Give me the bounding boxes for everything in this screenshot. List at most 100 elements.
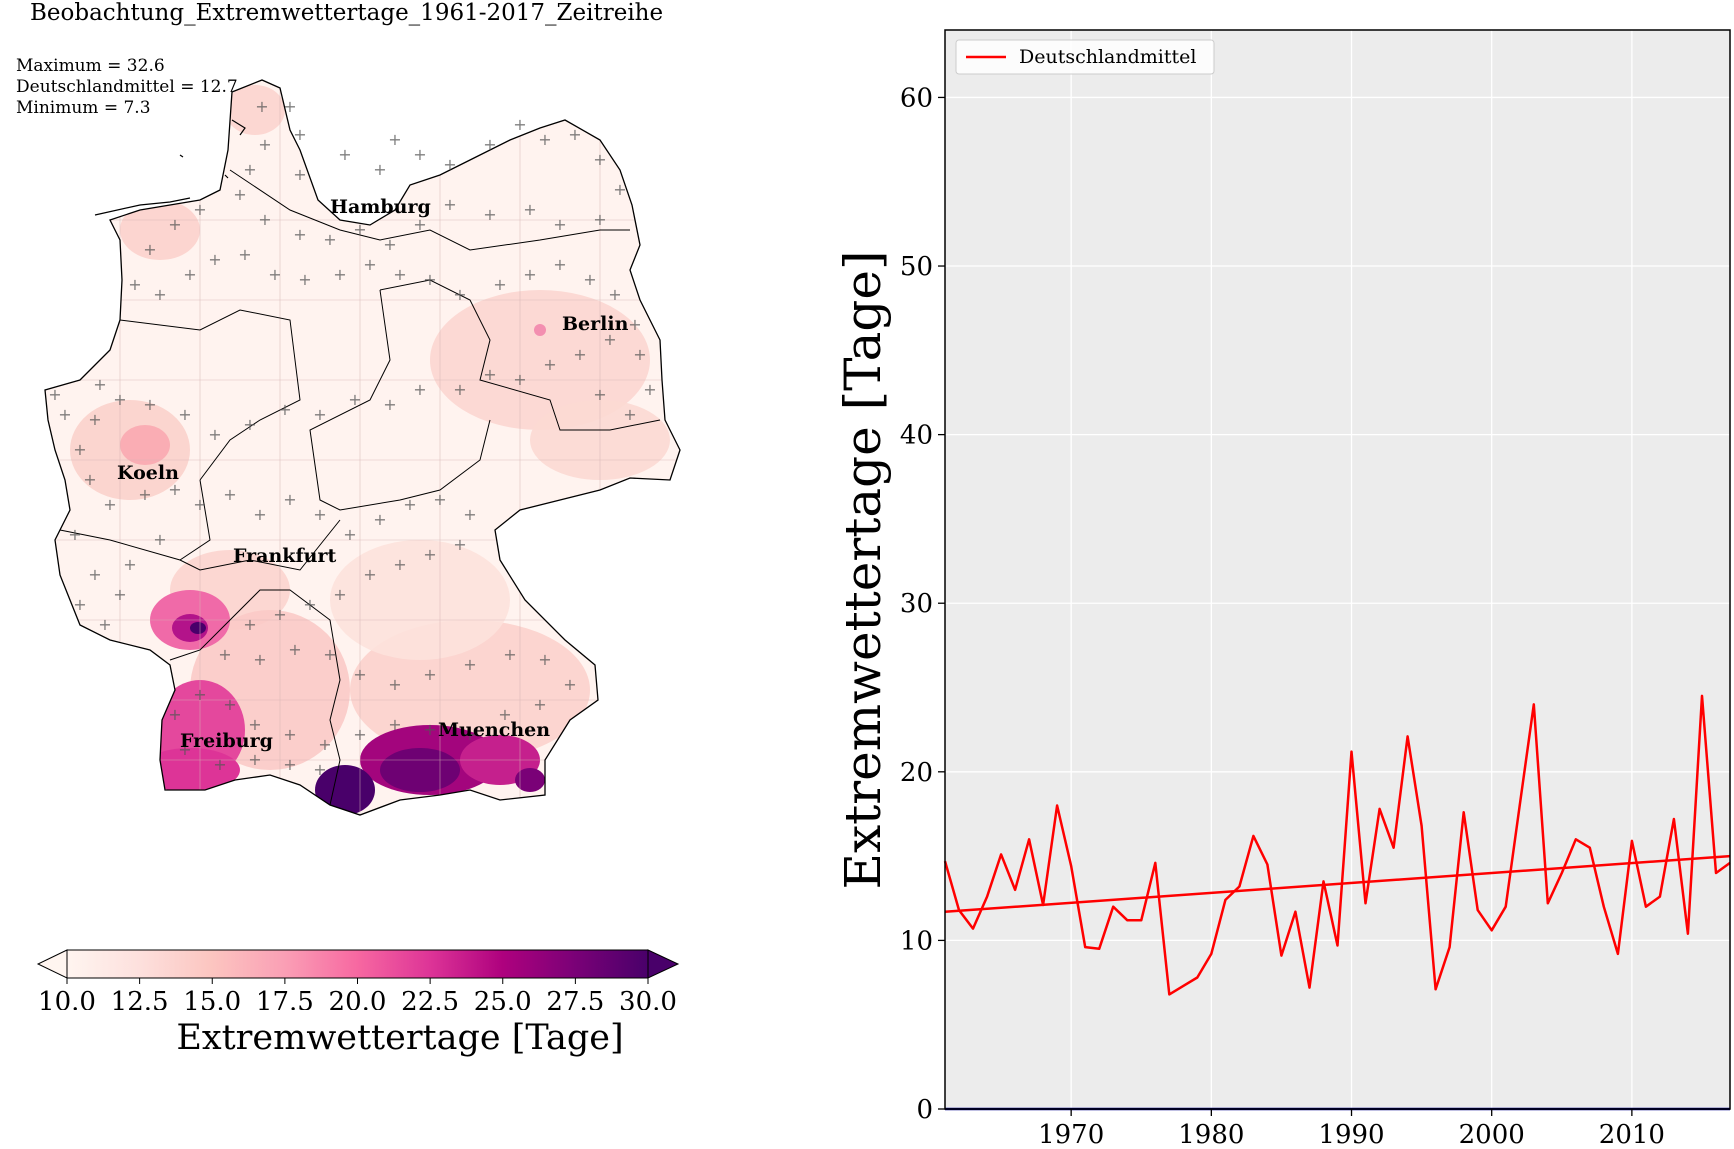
station-marker: + [273, 605, 286, 624]
station-marker: + [208, 250, 221, 269]
station-marker: + [143, 240, 156, 259]
y-tick-label: 60 [900, 83, 933, 113]
station-marker: + [313, 505, 326, 524]
station-marker: + [223, 485, 236, 504]
station-marker: + [178, 405, 191, 424]
station-marker: + [353, 665, 366, 684]
station-marker: + [498, 705, 511, 724]
legend-label: Deutschlandmittel [1019, 46, 1196, 68]
station-marker: + [243, 615, 256, 634]
station-marker: + [283, 755, 296, 774]
station-marker: + [643, 380, 656, 399]
city-label-frankfurt: Frankfurt [233, 545, 336, 567]
station-marker: + [283, 725, 296, 744]
station-marker: + [283, 490, 296, 509]
colorbar-tick-label: 27.5 [546, 987, 604, 1010]
station-marker: + [243, 160, 256, 179]
station-marker: + [313, 405, 326, 424]
station-marker: + [413, 145, 426, 164]
station-marker: + [248, 750, 261, 769]
station-marker: + [613, 180, 626, 199]
station-marker: + [138, 485, 151, 504]
y-tick-label: 10 [900, 926, 933, 956]
station-marker: + [568, 125, 581, 144]
plot-frame [944, 29, 1731, 1110]
station-marker: + [433, 490, 446, 509]
city-label-muenchen: Muenchen [438, 719, 550, 741]
station-marker: + [48, 385, 61, 404]
station-marker: + [128, 275, 141, 294]
station-marker: + [103, 495, 116, 514]
map-title: Beobachtung_Extremwettertage_1961-2017_Z… [30, 0, 664, 26]
station-marker: + [168, 215, 181, 234]
station-marker: + [168, 705, 181, 724]
station-marker: + [538, 130, 551, 149]
station-marker: + [343, 525, 356, 544]
station-marker: + [233, 185, 246, 204]
station-marker: + [463, 505, 476, 524]
station-marker: + [253, 650, 266, 669]
station-marker: + [153, 285, 166, 304]
x-tick-label: 1970 [1038, 1120, 1104, 1149]
station-marker: + [388, 130, 401, 149]
station-marker: + [383, 235, 396, 254]
x-tick-label: 1980 [1178, 1120, 1244, 1149]
station-marker: + [453, 380, 466, 399]
colorbar-ticks: 10.0 12.5 15.0 17.5 20.0 22.5 25.0 27.5 30.0 [38, 978, 677, 1010]
station-marker: + [255, 97, 268, 116]
station-marker: + [153, 530, 166, 549]
station-marker: + [483, 205, 496, 224]
station-marker: + [183, 265, 196, 284]
colorbar-tick-label: 12.5 [111, 987, 169, 1010]
station-marker: + [463, 725, 476, 744]
colorbar-tick-label: 15.0 [183, 987, 241, 1010]
station-marker: + [333, 265, 346, 284]
station-marker: + [413, 215, 426, 234]
station-marker: + [593, 210, 606, 229]
station-marker: + [193, 495, 206, 514]
y-tick-label: 30 [900, 589, 933, 619]
station-marker: + [533, 695, 546, 714]
x-tick-label: 1990 [1318, 1120, 1384, 1149]
station-marker: + [143, 395, 156, 414]
station-marker: + [353, 220, 366, 239]
station-markers: + + + + + + + + + + + + + + + + + + + + + + + + + + + + + + + + + + + + + + + +… [48, 97, 656, 779]
station-marker: + [73, 595, 86, 614]
city-label-berlin: Berlin [562, 313, 629, 335]
station-marker: + [223, 695, 236, 714]
station-marker: + [338, 145, 351, 164]
station-marker: + [503, 645, 516, 664]
colorbar-label: Extremwettertage [Tage] [176, 1018, 624, 1058]
station-marker: + [213, 755, 226, 774]
station-marker: + [243, 415, 256, 434]
station-marker: + [633, 345, 646, 364]
station-marker: + [453, 285, 466, 304]
station-marker: + [423, 270, 436, 289]
station-marker: + [363, 565, 376, 584]
stat-mean: Deutschlandmittel = 12.7 [16, 77, 238, 97]
station-marker: + [363, 255, 376, 274]
station-marker: + [278, 400, 291, 419]
station-marker: + [423, 545, 436, 564]
station-marker: + [463, 655, 476, 674]
station-marker: + [248, 715, 261, 734]
station-marker: + [323, 645, 336, 664]
station-marker: + [608, 285, 621, 304]
colorbar-tick-label: 25.0 [474, 987, 532, 1010]
city-labels: Hamburg Berlin Koeln Frankfurt Muenchen … [117, 196, 629, 752]
legend: Deutschlandmittel [955, 39, 1215, 75]
station-marker: + [193, 685, 206, 704]
station-marker: + [88, 565, 101, 584]
station-marker: + [318, 735, 331, 754]
station-marker: + [323, 230, 336, 249]
colorbar-tick-label: 22.5 [401, 987, 459, 1010]
station-marker: + [593, 150, 606, 169]
station-marker: + [593, 385, 606, 404]
city-label-koeln: Koeln [117, 462, 179, 484]
colorbar-tick-label: 30.0 [619, 987, 677, 1010]
station-marker: + [453, 535, 466, 554]
stat-maximum: Maximum = 32.6 [16, 56, 165, 76]
station-marker: + [483, 135, 496, 154]
station-marker: + [88, 410, 101, 429]
station-marker: + [218, 645, 231, 664]
